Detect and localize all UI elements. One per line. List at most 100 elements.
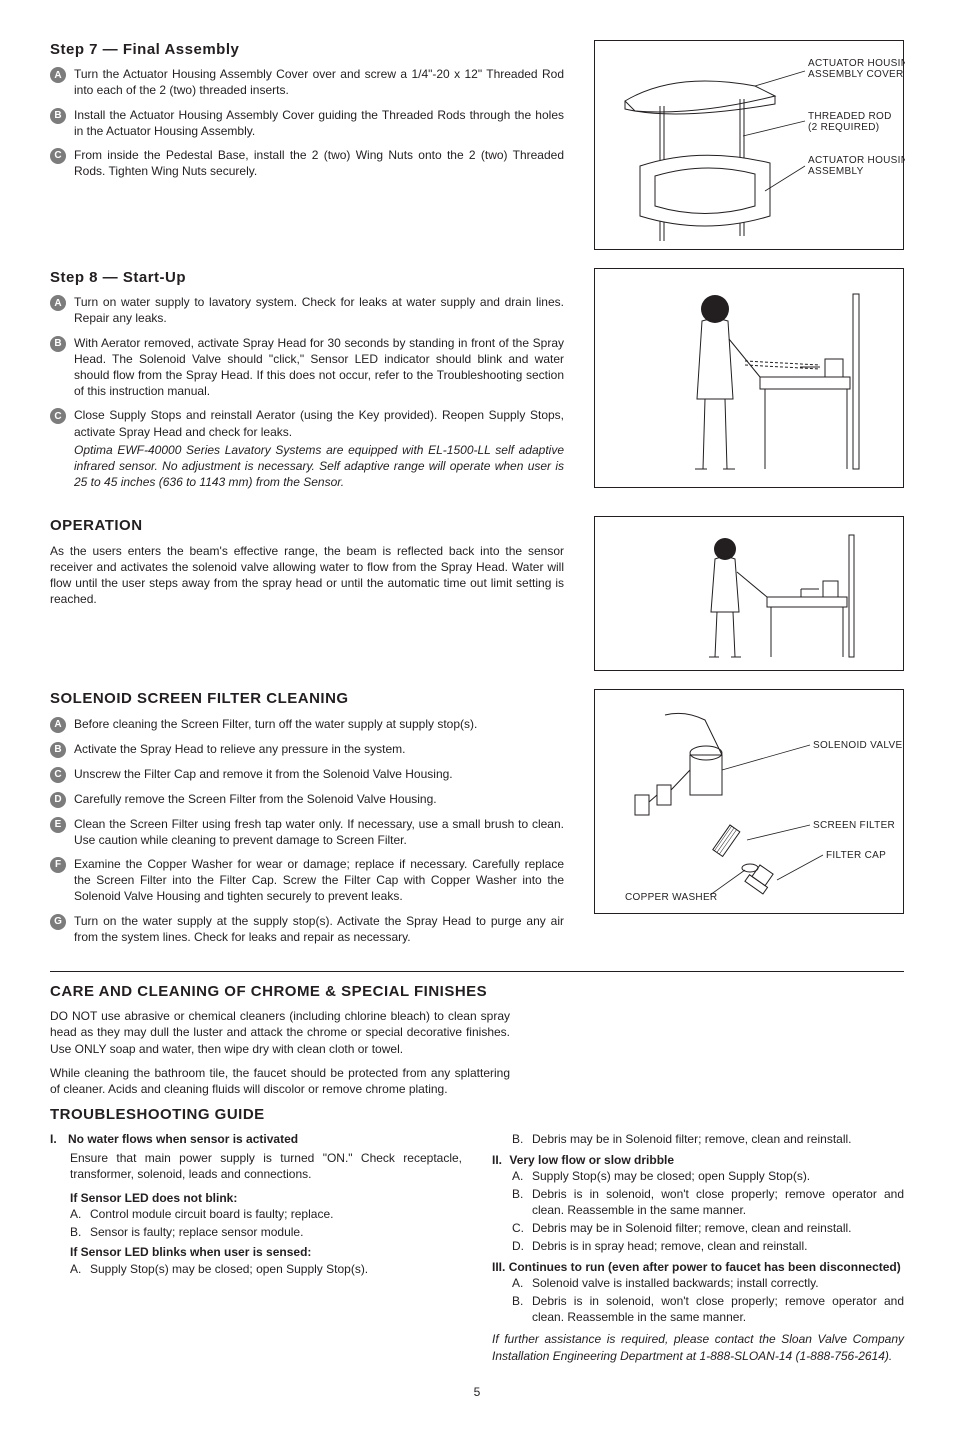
ts-footer: If further assistance is required, pleas…	[492, 1331, 904, 1363]
step8-row: Step 8 — Start-Up A Turn on water supply …	[50, 268, 904, 498]
step8-list: A Turn on water supply to lavatory system…	[50, 294, 564, 490]
ts-left: I. No water flows when sensor is activat…	[50, 1131, 462, 1363]
ts-item: B.Debris may be in Solenoid filter; remo…	[512, 1131, 904, 1147]
bullet-C: C	[50, 767, 66, 783]
bullet-E: E	[50, 817, 66, 833]
svg-text:ACTUATOR HOUSING: ACTUATOR HOUSING	[808, 58, 905, 69]
label-cap: FILTER CAP	[826, 850, 886, 861]
care-title: CARE AND CLEANING OF CHROME & SPECIAL FI…	[50, 982, 904, 1002]
divider	[50, 971, 904, 972]
list-item: B With Aerator removed, activate Spray He…	[50, 335, 564, 400]
list-item: ATurn the Actuator Housing Assembly Cove…	[50, 66, 564, 98]
list-item: A Turn on water supply to lavatory system…	[50, 294, 564, 326]
ts-item: C.Debris may be in Solenoid filter; remo…	[512, 1220, 904, 1236]
svg-text:(2 REQUIRED): (2 REQUIRED)	[808, 122, 879, 133]
ts-item: A.Supply Stop(s) may be closed; open Sup…	[512, 1168, 904, 1184]
operation-figure-col	[594, 516, 904, 671]
ts-i-sub2: A.Supply Stop(s) may be closed; open Sup…	[50, 1261, 462, 1277]
operation-text: As the users enters the beam's effective…	[50, 543, 564, 608]
operation-title: OPERATION	[50, 516, 564, 536]
bullet-B: B	[50, 108, 66, 124]
step7-list: ATurn the Actuator Housing Assembly Cove…	[50, 66, 564, 179]
ts-item: D.Debris is in spray head; remove, clean…	[512, 1238, 904, 1254]
ts-iii: III. Continues to run (even after power …	[492, 1259, 904, 1326]
ts-i-sub2-head: If Sensor LED blinks when user is sensed…	[50, 1244, 462, 1260]
ts-i: I. No water flows when sensor is activat…	[50, 1131, 462, 1277]
step8-text: Step 8 — Start-Up A Turn on water supply …	[50, 268, 564, 498]
list-item: A Before cleaning the Screen Filter, turn…	[50, 716, 564, 733]
list-item: C Unscrew the Filter Cap and remove it fr…	[50, 766, 564, 783]
ts-i-sub1: A.Control module circuit board is faulty…	[50, 1206, 462, 1240]
bullet-G: G	[50, 914, 66, 930]
ts-title: TROUBLESHOOTING GUIDE	[50, 1105, 904, 1125]
step7-figure-col: ACTUATOR HOUSING ASSEMBLY COVER THREADED…	[594, 40, 904, 250]
operation-figure	[594, 516, 904, 671]
bullet-A: A	[50, 67, 66, 83]
operation-row: OPERATION As the users enters the beam's…	[50, 516, 904, 671]
ts-i-p: Ensure that main power supply is turned …	[50, 1150, 462, 1182]
care-p2: While cleaning the bathroom tile, the fa…	[50, 1065, 510, 1097]
ts-columns: I. No water flows when sensor is activat…	[50, 1131, 904, 1363]
ts-i-cont: B.Debris may be in Solenoid filter; remo…	[492, 1131, 904, 1147]
list-item: BActivate the Spray Head to relieve any …	[50, 741, 564, 758]
label-valve: SOLENOID VALVE	[813, 740, 902, 751]
ts-item: B.Debris is in solenoid, won't close pro…	[512, 1293, 904, 1325]
step7-c-text: From inside the Pedestal Base, install t…	[74, 147, 564, 179]
step8-figure-col	[594, 268, 904, 498]
svg-text:ACTUATOR HOUSING: ACTUATOR HOUSING	[808, 155, 905, 166]
solenoid-list: A Before cleaning the Screen Filter, turn…	[50, 716, 564, 945]
bullet-C: C	[50, 148, 66, 164]
list-item: G Turn on the water supply at the supply …	[50, 913, 564, 945]
ts-iii-num: III.	[492, 1260, 505, 1274]
bullet-A: A	[50, 295, 66, 311]
list-item: D Carefully remove the Screen Filter from…	[50, 791, 564, 808]
bullet-A: A	[50, 717, 66, 733]
label-filter: SCREEN FILTER	[813, 820, 895, 831]
ts-item: A.Solenoid valve is installed backwards;…	[512, 1275, 904, 1291]
step8-a-text: Turn on water supply to lavatory system.…	[74, 294, 564, 326]
ts-ii-head: Very low flow or slow dribble	[509, 1153, 674, 1167]
sol-a: Before cleaning the Screen Filter, turn …	[74, 716, 564, 733]
sol-c: Unscrew the Filter Cap and remove it fro…	[74, 766, 564, 783]
ts-ii: II. Very low flow or slow dribble A.Supp…	[492, 1152, 904, 1255]
list-item: B Install the Actuator Housing Assembly C…	[50, 107, 564, 139]
ts-item: B.Sensor is faulty; replace sensor modul…	[70, 1224, 462, 1240]
svg-text:ASSEMBLY: ASSEMBLY	[808, 166, 864, 177]
page-number: 5	[50, 1384, 904, 1400]
ts-iii-head: Continues to run (even after power to fa…	[509, 1260, 901, 1274]
step8-c-text: Close Supply Stops and reinstall Aerator…	[74, 408, 564, 438]
ts-ii-num: II.	[492, 1153, 502, 1167]
ts-i-sub1-head: If Sensor LED does not blink:	[50, 1190, 462, 1206]
ts-item: B.Debris is in solenoid, won't close pro…	[512, 1186, 904, 1218]
step8-figure	[594, 268, 904, 488]
step7-b-text: Install the Actuator Housing Assembly Co…	[74, 107, 564, 139]
operation-text-col: OPERATION As the users enters the beam's…	[50, 516, 564, 671]
step7-title: Step 7 — Final Assembly	[50, 40, 564, 60]
label-washer: COPPER WASHER	[625, 892, 717, 903]
solenoid-title: SOLENOID SCREEN FILTER CLEANING	[50, 689, 564, 709]
care-p1: DO NOT use abrasive or chemical cleaners…	[50, 1008, 510, 1057]
step8-c-body: Close Supply Stops and reinstall Aerator…	[74, 407, 564, 490]
bullet-B: B	[50, 336, 66, 352]
bullet-D: D	[50, 792, 66, 808]
step8-b-text: With Aerator removed, activate Spray Hea…	[74, 335, 564, 400]
solenoid-figure-col: SOLENOID VALVE SCREEN FILTER FILTER CAP …	[594, 689, 904, 953]
list-item: C Close Supply Stops and reinstall Aerat…	[50, 407, 564, 490]
step8-title: Step 8 — Start-Up	[50, 268, 564, 288]
bullet-C: C	[50, 408, 66, 424]
ts-right: B.Debris may be in Solenoid filter; remo…	[492, 1131, 904, 1363]
ts-item: A.Supply Stop(s) may be closed; open Sup…	[70, 1261, 462, 1277]
ts-item: A.Control module circuit board is faulty…	[70, 1206, 462, 1222]
svg-text:THREADED ROD: THREADED ROD	[808, 111, 892, 122]
sol-g: Turn on the water supply at the supply s…	[74, 913, 564, 945]
list-item: E Clean the Screen Filter using fresh tap…	[50, 816, 564, 848]
step7-row: Step 7 — Final Assembly ATurn the Actuat…	[50, 40, 904, 250]
sol-e: Clean the Screen Filter using fresh tap …	[74, 816, 564, 848]
step7-text: Step 7 — Final Assembly ATurn the Actuat…	[50, 40, 564, 250]
sol-d: Carefully remove the Screen Filter from …	[74, 791, 564, 808]
svg-text:ASSEMBLY COVER: ASSEMBLY COVER	[808, 69, 904, 80]
ts-iii-list: A.Solenoid valve is installed backwards;…	[492, 1275, 904, 1326]
bullet-B: B	[50, 742, 66, 758]
step7-figure: ACTUATOR HOUSING ASSEMBLY COVER THREADED…	[594, 40, 904, 250]
list-item: C From inside the Pedestal Base, install …	[50, 147, 564, 179]
